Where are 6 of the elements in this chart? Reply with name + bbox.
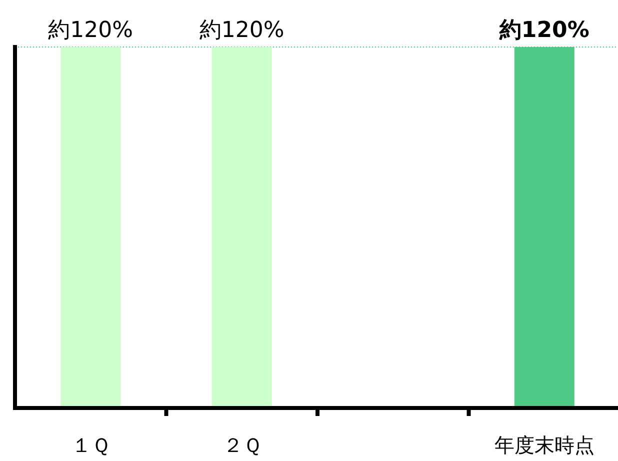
data-label: 約120%: [48, 18, 134, 43]
x-tick-label: 年度末時点: [494, 433, 594, 457]
data-label: 約120%: [498, 18, 590, 43]
x-tick-label: １Ｑ: [72, 433, 110, 457]
x-tick-label: ２Ｑ: [222, 433, 261, 457]
data-label: 約120%: [199, 18, 284, 43]
